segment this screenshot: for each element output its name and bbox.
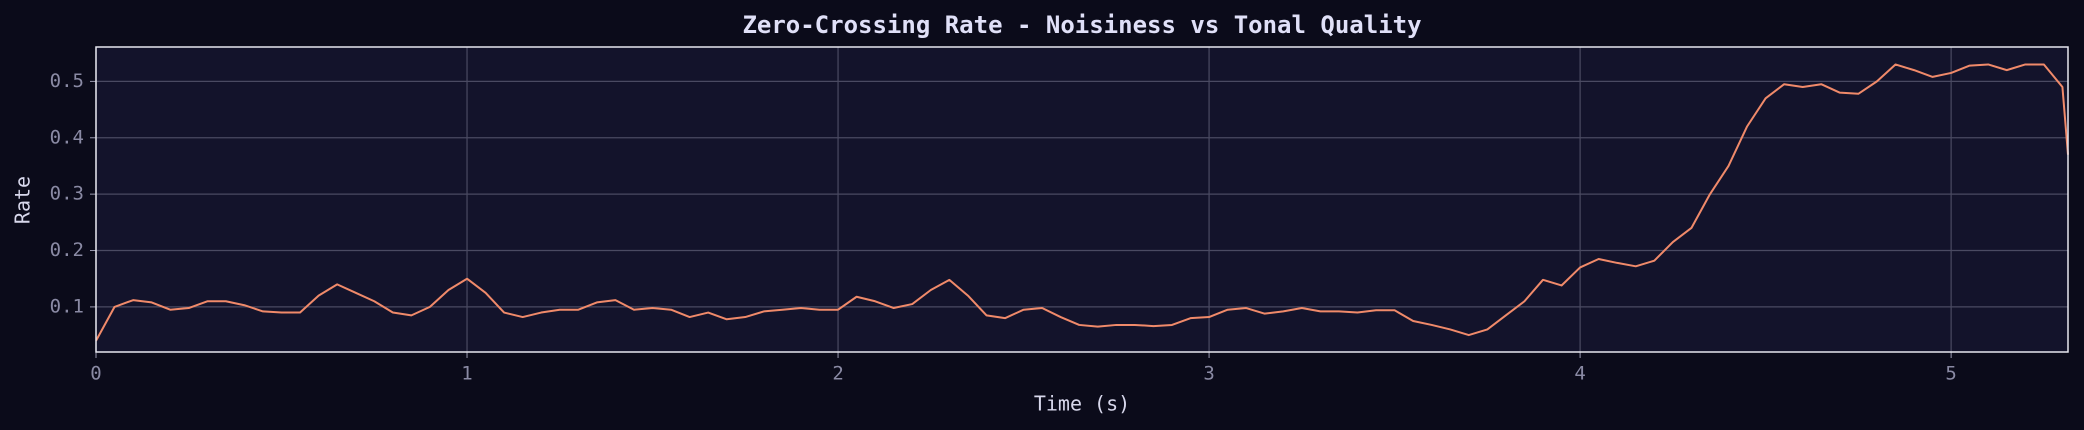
x-tick-label: 5 bbox=[1945, 363, 1956, 385]
y-axis-label: Rate bbox=[11, 176, 35, 224]
x-tick-label: 4 bbox=[1574, 363, 1585, 385]
chart-title: Zero-Crossing Rate - Noisiness vs Tonal … bbox=[742, 11, 1421, 39]
plot-frame bbox=[95, 46, 2069, 353]
data-line bbox=[95, 63, 2069, 342]
x-tick-label: 1 bbox=[461, 363, 472, 385]
y-tick-label: 0.5 bbox=[50, 70, 84, 92]
y-tick-label: 0.4 bbox=[50, 126, 84, 148]
x-tick-label: 0 bbox=[90, 363, 101, 385]
y-tick-label: 0.2 bbox=[50, 239, 84, 261]
plot-area bbox=[96, 47, 2068, 352]
x-tick-label: 2 bbox=[832, 363, 843, 385]
x-tick-label: 3 bbox=[1203, 363, 1214, 385]
y-tick-label: 0.3 bbox=[50, 183, 84, 205]
x-axis-label: Time (s) bbox=[1034, 392, 1130, 416]
y-tick-label: 0.1 bbox=[50, 295, 84, 317]
